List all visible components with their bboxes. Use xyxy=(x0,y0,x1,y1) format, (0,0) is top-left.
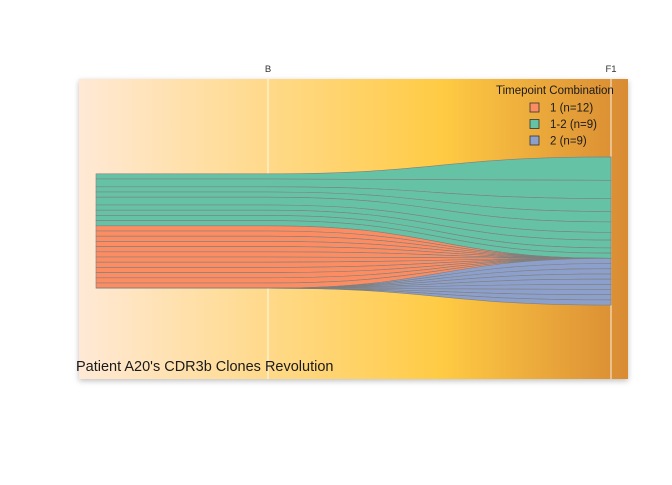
x-tick-label: B xyxy=(265,64,271,75)
legend-key xyxy=(529,135,540,146)
clone-stream xyxy=(96,287,612,306)
x-tick-labels: B F1 xyxy=(265,64,617,75)
legend-label: 1 (n=12) xyxy=(550,103,593,115)
legend-key xyxy=(529,119,540,129)
clone-streams xyxy=(95,156,612,306)
legend-title: Timepoint Combination xyxy=(496,85,614,97)
legend-label: 2 (n=9) xyxy=(550,136,587,148)
legend-key xyxy=(529,102,540,113)
legend-items: 1 (n=12) 1-2 (n=9) 2 (n=9) xyxy=(529,102,597,148)
chart-title: Patient A20's CDR3b Clones Revolution xyxy=(76,359,333,375)
legend: Timepoint Combination 1 (n=12) 1-2 (n=9) 2… xyxy=(496,85,614,148)
x-tick-label: F1 xyxy=(605,64,616,75)
legend-label: 1-2 (n=9) xyxy=(550,119,597,131)
